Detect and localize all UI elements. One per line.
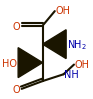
- Text: O: O: [12, 85, 20, 95]
- Text: NH: NH: [64, 70, 79, 80]
- Polygon shape: [43, 30, 66, 59]
- Text: O: O: [12, 22, 20, 32]
- Polygon shape: [18, 48, 43, 78]
- Text: NH$_2$: NH$_2$: [67, 38, 87, 52]
- Text: OH: OH: [56, 6, 71, 16]
- Text: HO: HO: [2, 59, 17, 69]
- Text: OH: OH: [75, 60, 90, 70]
